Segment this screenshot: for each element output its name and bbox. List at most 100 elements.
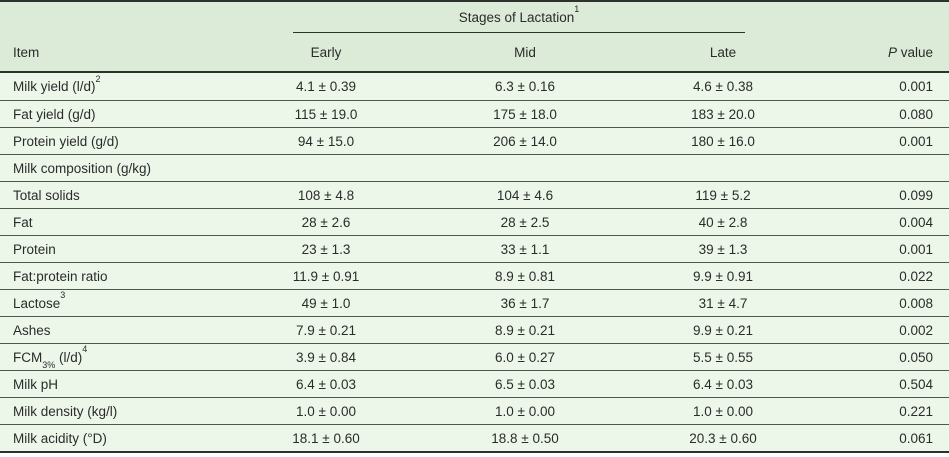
early-value: 3.9 ± 0.84 bbox=[296, 349, 356, 365]
early-value: 18.1 ± 0.60 bbox=[292, 430, 360, 446]
p-value: 0.001 bbox=[899, 241, 933, 257]
column-header-item: Item bbox=[13, 44, 40, 60]
mid-value: 6.0 ± 0.27 bbox=[495, 349, 555, 365]
item-cell: Milk pH bbox=[0, 371, 226, 397]
early-value: 28 ± 2.6 bbox=[301, 214, 351, 230]
item-label: Lactose3 bbox=[13, 290, 66, 311]
item-label: Fat yield (g/d) bbox=[13, 106, 96, 122]
p-value-label: P value bbox=[887, 44, 933, 60]
column-header-late: Late bbox=[709, 44, 737, 60]
table-row: Milk yield (l/d)2 4.1 ± 0.39 6.3 ± 0.16 … bbox=[0, 73, 949, 100]
early-value: 94 ± 15.0 bbox=[297, 133, 355, 149]
table-row: Lactose3 49 ± 1.0 36 ± 1.7 31 ± 4.7 0.00… bbox=[0, 289, 949, 316]
early-value: 4.1 ± 0.39 bbox=[296, 79, 356, 94]
spanner-row: Stages of Lactation1 bbox=[0, 2, 949, 33]
p-value: 0.004 bbox=[899, 214, 933, 230]
early-value: 1.0 ± 0.00 bbox=[296, 403, 356, 419]
late-value: 31 ± 4.7 bbox=[698, 295, 748, 311]
item-label: Fat:protein ratio bbox=[13, 268, 108, 284]
late-value: 5.5 ± 0.55 bbox=[693, 349, 753, 365]
p-value bbox=[822, 155, 949, 181]
mid-value: 33 ± 1.1 bbox=[500, 241, 550, 257]
p-value: 0.504 bbox=[899, 376, 933, 392]
table-row: Total solids 108 ± 4.8 104 ± 4.6 119 ± 5… bbox=[0, 181, 949, 208]
p-value: 0.001 bbox=[899, 133, 933, 149]
early-value: 6.4 ± 0.03 bbox=[296, 376, 356, 392]
mid-value: 18.8 ± 0.50 bbox=[491, 430, 559, 446]
late-value: 39 ± 1.3 bbox=[698, 241, 748, 257]
p-value: 0.061 bbox=[899, 430, 933, 446]
table-row: Fat yield (g/d) 115 ± 19.0 175 ± 18.0 18… bbox=[0, 100, 949, 127]
item-cell: Milk density (kg/l) bbox=[0, 398, 226, 424]
p-value: 0.050 bbox=[899, 349, 933, 365]
item-label: Protein yield (g/d) bbox=[13, 133, 119, 149]
mid-value bbox=[426, 155, 624, 181]
item-cell: Milk yield (l/d)2 bbox=[0, 73, 226, 100]
item-cell: Fat:protein ratio bbox=[0, 263, 226, 289]
table-row: Ashes 7.9 ± 0.21 8.9 ± 0.21 9.9 ± 0.21 0… bbox=[0, 316, 949, 343]
late-value: 9.9 ± 0.91 bbox=[693, 268, 753, 284]
section-label-cell: Milk composition (g/kg) bbox=[0, 155, 226, 181]
column-header-early: Early bbox=[310, 44, 342, 60]
column-header-p-value: P value bbox=[822, 33, 949, 71]
p-value: 0.008 bbox=[899, 295, 933, 311]
mid-value: 8.9 ± 0.81 bbox=[495, 268, 555, 284]
item-label: Protein bbox=[13, 241, 56, 257]
mid-value: 1.0 ± 0.00 bbox=[495, 403, 555, 419]
mid-value: 175 ± 18.0 bbox=[493, 106, 557, 122]
section-row: Milk composition (g/kg) bbox=[0, 154, 949, 181]
item-cell: Total solids bbox=[0, 182, 226, 208]
item-cell: Milk acidity (°D) bbox=[0, 425, 226, 451]
table-row: Fat 28 ± 2.6 28 ± 2.5 40 ± 2.8 0.004 bbox=[0, 208, 949, 235]
item-cell: Ashes bbox=[0, 317, 226, 343]
mid-value: 6.3 ± 0.16 bbox=[495, 79, 555, 94]
mid-value: 36 ± 1.7 bbox=[500, 295, 550, 311]
item-cell: Fat yield (g/d) bbox=[0, 101, 226, 127]
p-value: 0.080 bbox=[899, 106, 933, 122]
item-cell: Protein yield (g/d) bbox=[0, 128, 226, 154]
section-label: Milk composition (g/kg) bbox=[13, 160, 152, 176]
early-value bbox=[226, 155, 426, 181]
item-label: Ashes bbox=[13, 322, 51, 338]
early-value: 11.9 ± 0.91 bbox=[292, 268, 360, 284]
table-row: Protein 23 ± 1.3 33 ± 1.1 39 ± 1.3 0.001 bbox=[0, 235, 949, 262]
early-value: 108 ± 4.8 bbox=[297, 187, 355, 203]
late-value: 20.3 ± 0.60 bbox=[689, 430, 757, 446]
early-value: 7.9 ± 0.21 bbox=[296, 322, 356, 338]
item-label: Milk yield (l/d)2 bbox=[13, 73, 101, 94]
spanner-group: Stages of Lactation1 bbox=[293, 2, 745, 33]
late-value: 40 ± 2.8 bbox=[698, 214, 748, 230]
late-value: 183 ± 20.0 bbox=[691, 106, 755, 122]
p-value: 0.221 bbox=[899, 403, 933, 419]
table-row: Protein yield (g/d) 94 ± 15.0 206 ± 14.0… bbox=[0, 127, 949, 154]
item-cell: FCM3% (l/d)4 bbox=[0, 344, 226, 370]
item-cell: Fat bbox=[0, 209, 226, 235]
mid-value: 206 ± 14.0 bbox=[493, 133, 557, 149]
p-value: 0.002 bbox=[899, 322, 933, 338]
early-value: 23 ± 1.3 bbox=[301, 241, 351, 257]
table-row: Fat:protein ratio 11.9 ± 0.91 8.9 ± 0.81… bbox=[0, 262, 949, 289]
late-value: 180 ± 16.0 bbox=[691, 133, 755, 149]
mid-value: 104 ± 4.6 bbox=[496, 187, 554, 203]
mid-value: 6.5 ± 0.03 bbox=[495, 376, 555, 392]
late-value: 1.0 ± 0.00 bbox=[693, 403, 753, 419]
item-label: Milk pH bbox=[13, 376, 59, 392]
item-label: Milk density (kg/l) bbox=[13, 403, 118, 419]
late-value bbox=[624, 155, 822, 181]
item-cell: Lactose3 bbox=[0, 290, 226, 316]
spanner-title: Stages of Lactation1 bbox=[458, 4, 580, 25]
item-label: FCM3% (l/d)4 bbox=[13, 344, 88, 370]
late-value: 119 ± 5.2 bbox=[695, 187, 751, 203]
item-label: Fat bbox=[13, 214, 33, 230]
mid-value: 28 ± 2.5 bbox=[500, 214, 550, 230]
p-value: 0.022 bbox=[899, 268, 933, 284]
p-value: 0.099 bbox=[899, 187, 933, 203]
table-row: Milk density (kg/l) 1.0 ± 0.00 1.0 ± 0.0… bbox=[0, 397, 949, 424]
p-value: 0.001 bbox=[899, 79, 933, 94]
table-row: Milk pH 6.4 ± 0.03 6.5 ± 0.03 6.4 ± 0.03… bbox=[0, 370, 949, 397]
column-header-mid: Mid bbox=[514, 44, 536, 60]
table-row: Milk acidity (°D) 18.1 ± 0.60 18.8 ± 0.5… bbox=[0, 424, 949, 451]
item-cell: Protein bbox=[0, 236, 226, 262]
early-value: 115 ± 19.0 bbox=[294, 106, 358, 122]
